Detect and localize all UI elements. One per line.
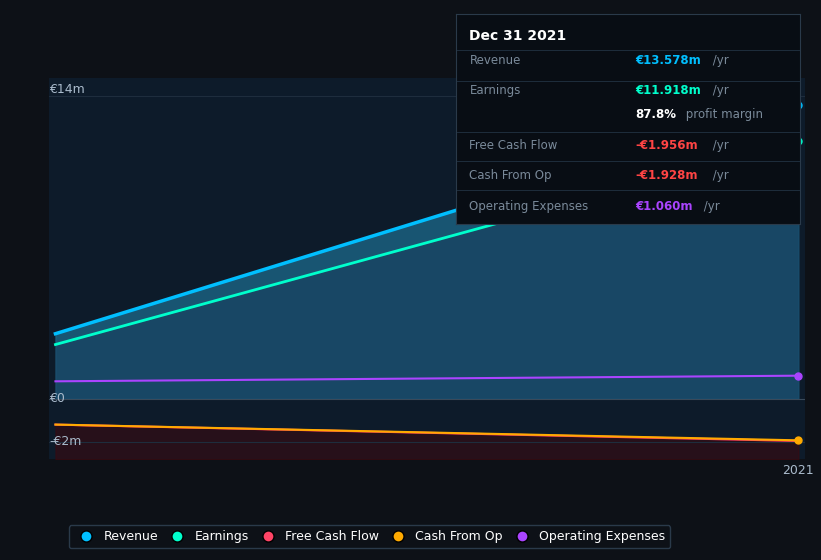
Text: Revenue: Revenue <box>470 54 521 67</box>
Text: -€1.928m: -€1.928m <box>635 169 698 182</box>
Text: Operating Expenses: Operating Expenses <box>470 200 589 213</box>
Text: /yr: /yr <box>709 84 729 97</box>
Text: €13.578m: €13.578m <box>635 54 700 67</box>
Text: /yr: /yr <box>709 139 729 152</box>
Text: 87.8%: 87.8% <box>635 108 676 122</box>
Text: Free Cash Flow: Free Cash Flow <box>470 139 557 152</box>
Text: /yr: /yr <box>709 54 729 67</box>
Text: €0: €0 <box>49 392 65 405</box>
Text: profit margin: profit margin <box>681 108 763 122</box>
Text: -€2m: -€2m <box>49 435 81 449</box>
Text: /yr: /yr <box>709 169 729 182</box>
Text: /yr: /yr <box>700 200 720 213</box>
Text: Earnings: Earnings <box>470 84 521 97</box>
Text: Dec 31 2021: Dec 31 2021 <box>470 29 566 43</box>
Text: -€1.956m: -€1.956m <box>635 139 698 152</box>
Text: €1.060m: €1.060m <box>635 200 692 213</box>
Text: Cash From Op: Cash From Op <box>470 169 552 182</box>
Legend: Revenue, Earnings, Free Cash Flow, Cash From Op, Operating Expenses: Revenue, Earnings, Free Cash Flow, Cash … <box>69 525 670 548</box>
Text: €14m: €14m <box>49 83 85 96</box>
Text: €11.918m: €11.918m <box>635 84 700 97</box>
